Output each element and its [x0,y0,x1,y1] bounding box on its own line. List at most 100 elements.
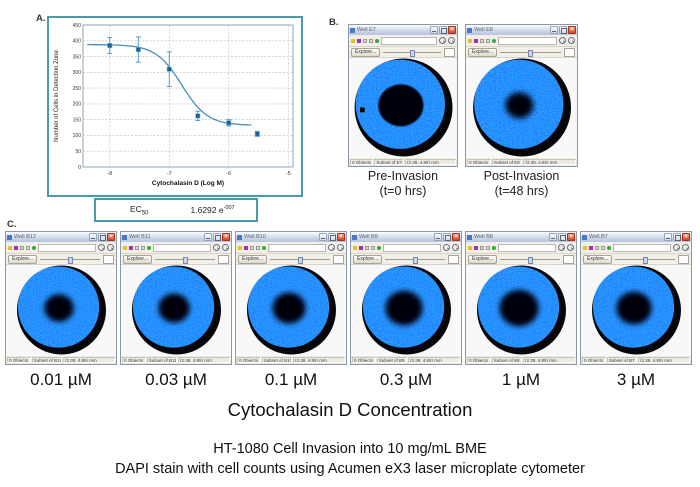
tool-icon[interactable] [20,245,24,250]
tool-icon[interactable] [486,245,490,250]
tool-icon[interactable] [250,245,254,250]
channel-yellow-icon[interactable] [123,245,127,250]
tool-icon[interactable] [486,38,490,43]
channel-magenta-icon[interactable] [474,245,478,250]
minimize-icon[interactable] [550,26,558,34]
explore-button[interactable]: Explore... [238,254,268,264]
zoom-in-icon[interactable] [98,244,105,251]
zoom-slider[interactable] [500,49,561,57]
toolbar-input[interactable] [498,36,557,45]
explore-button[interactable]: Explore... [583,254,613,264]
tool-icon[interactable] [365,245,369,250]
tool-icon[interactable] [135,245,139,250]
minimize-icon[interactable] [664,233,672,241]
channel-yellow-icon[interactable] [8,245,12,250]
zoom-out-icon[interactable] [222,244,229,251]
maximize-icon[interactable] [328,233,336,241]
minimize-icon[interactable] [204,233,212,241]
tool-icon[interactable] [480,38,484,43]
zoom-out-icon[interactable] [568,37,575,44]
zoom-in-icon[interactable] [559,37,566,44]
tool-icon[interactable] [371,245,375,250]
zoom-slider-thumb[interactable] [527,256,533,264]
close-icon[interactable]: × [337,233,345,241]
scale-select[interactable] [333,254,344,264]
window-titlebar[interactable]: Well B10 × [236,232,346,242]
zoom-out-icon[interactable] [337,244,344,251]
channel-yellow-icon[interactable] [238,245,242,250]
window-titlebar[interactable]: Well E7 × [349,25,457,35]
scale-select[interactable] [448,254,459,264]
window-titlebar[interactable]: Well B12 × [6,232,116,242]
tool-icon[interactable] [480,245,484,250]
explore-button[interactable]: Explore... [8,254,38,264]
toolbar-input[interactable] [268,243,326,252]
toolbar-input[interactable] [38,243,96,252]
tool-icon[interactable] [141,245,145,250]
channel-yellow-icon[interactable] [468,38,472,43]
close-icon[interactable]: × [107,233,115,241]
zoom-in-icon[interactable] [558,244,565,251]
scale-select[interactable] [563,254,574,264]
close-icon[interactable]: × [567,233,575,241]
tool-icon[interactable] [363,38,367,43]
toolbar-input[interactable] [383,243,441,252]
zoom-out-icon[interactable] [682,244,689,251]
maximize-icon[interactable] [439,26,447,34]
window-titlebar[interactable]: Well B11 × [121,232,231,242]
zoom-slider-thumb[interactable] [642,256,648,264]
close-icon[interactable]: × [448,26,456,34]
zoom-out-icon[interactable] [452,244,459,251]
zoom-in-icon[interactable] [439,37,446,44]
scale-select[interactable] [103,254,114,264]
zoom-in-icon[interactable] [213,244,220,251]
channel-yellow-icon[interactable] [351,38,355,43]
maximize-icon[interactable] [213,233,221,241]
zoom-slider-thumb[interactable] [67,256,73,264]
scale-select[interactable] [218,254,229,264]
channel-magenta-icon[interactable] [474,38,478,43]
zoom-slider[interactable] [383,49,441,57]
channel-yellow-icon[interactable] [468,245,472,250]
zoom-in-icon[interactable] [443,244,450,251]
zoom-slider[interactable] [40,256,100,264]
channel-magenta-icon[interactable] [357,38,361,43]
zoom-slider-thumb[interactable] [412,256,418,264]
zoom-slider-thumb[interactable] [182,256,188,264]
close-icon[interactable]: × [682,233,690,241]
minimize-icon[interactable] [430,26,438,34]
minimize-icon[interactable] [549,233,557,241]
explore-button[interactable]: Explore... [468,47,498,57]
tool-icon[interactable] [26,245,30,250]
channel-magenta-icon[interactable] [589,245,593,250]
toolbar-input[interactable] [381,36,437,45]
channel-magenta-icon[interactable] [359,245,363,250]
zoom-slider-thumb[interactable] [528,49,534,57]
maximize-icon[interactable] [673,233,681,241]
explore-button[interactable]: Explore... [123,254,153,264]
tool-icon[interactable] [595,245,599,250]
channel-magenta-icon[interactable] [14,245,18,250]
toolbar-input[interactable] [613,243,671,252]
minimize-icon[interactable] [319,233,327,241]
zoom-slider-thumb[interactable] [409,49,415,57]
zoom-slider[interactable] [615,256,675,264]
scale-select[interactable] [444,47,455,57]
toolbar-input[interactable] [498,243,556,252]
maximize-icon[interactable] [443,233,451,241]
tool-icon[interactable] [256,245,260,250]
zoom-slider[interactable] [270,256,330,264]
window-titlebar[interactable]: Well B9 × [351,232,461,242]
tool-icon[interactable] [601,245,605,250]
close-icon[interactable]: × [568,26,576,34]
channel-magenta-icon[interactable] [129,245,133,250]
minimize-icon[interactable] [434,233,442,241]
close-icon[interactable]: × [222,233,230,241]
scale-select[interactable] [564,47,575,57]
explore-button[interactable]: Explore... [351,47,381,57]
tool-icon[interactable] [369,38,373,43]
channel-yellow-icon[interactable] [353,245,357,250]
toolbar-input[interactable] [153,243,211,252]
maximize-icon[interactable] [559,26,567,34]
zoom-out-icon[interactable] [448,37,455,44]
